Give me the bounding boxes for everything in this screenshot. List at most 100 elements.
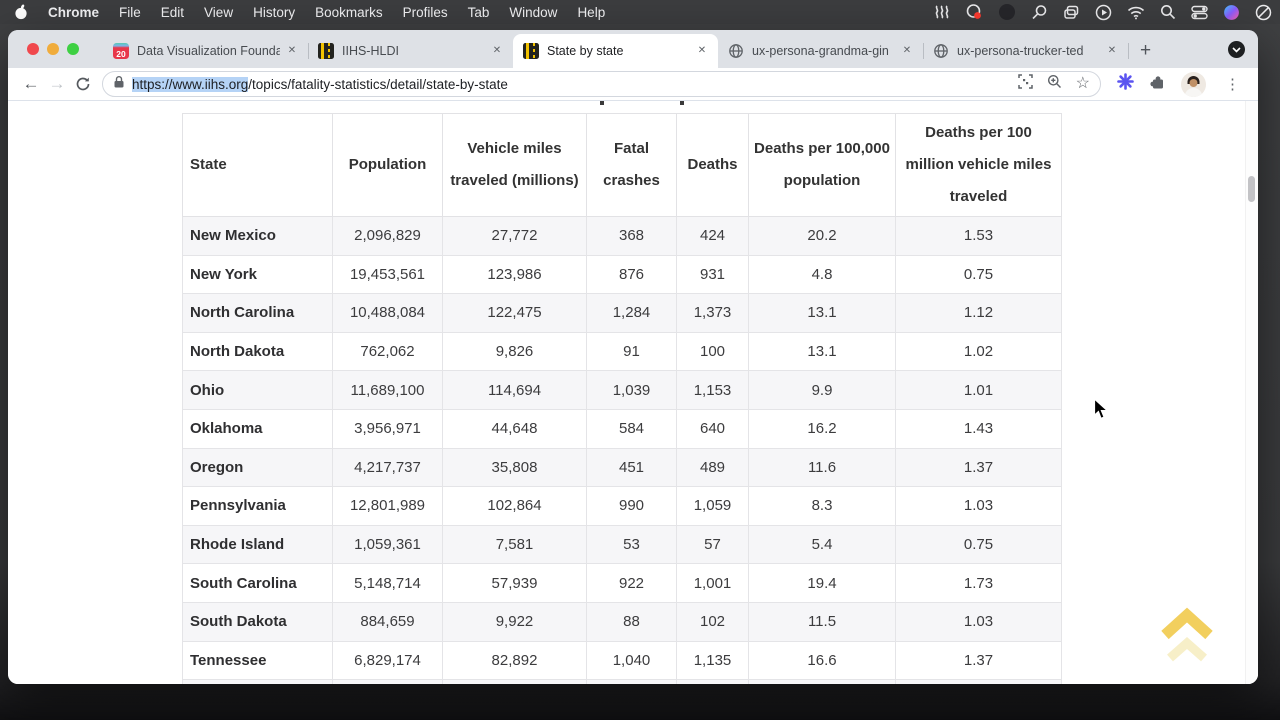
tab-iihs-hldi[interactable]: IIHS-HLDI ✕ <box>308 34 513 68</box>
zoom-in-icon[interactable] <box>1047 74 1062 94</box>
column-header: Population <box>332 113 443 217</box>
tab-ux-persona-grandma[interactable]: ux-persona-grandma-gin ✕ <box>718 34 923 68</box>
menu-bar-status-icons <box>934 0 1272 24</box>
browser-menu-icon[interactable]: ⋮ <box>1225 76 1240 93</box>
apple-menu-icon[interactable] <box>14 4 28 20</box>
column-header: Deaths <box>676 113 749 217</box>
tab-state-by-state[interactable]: State by state ✕ <box>513 34 718 68</box>
value-cell: 53 <box>586 524 677 565</box>
profile-avatar[interactable] <box>1181 71 1206 97</box>
value-cell: 762,062 <box>332 331 443 372</box>
dark-app-icon[interactable] <box>998 3 1016 21</box>
value-cell: 884,659 <box>332 601 443 642</box>
menu-edit[interactable]: Edit <box>160 4 185 20</box>
value-cell: 5,148,714 <box>332 563 443 603</box>
tab-close-icon[interactable]: ✕ <box>697 45 707 56</box>
new-tab-button[interactable]: + <box>1128 34 1163 68</box>
column-header: Deaths per 100 million vehicle miles tra… <box>895 113 1062 217</box>
value-cell: 114,694 <box>442 370 587 410</box>
tab-ux-persona-trucker[interactable]: ux-persona-trucker-ted ✕ <box>923 34 1128 68</box>
column-header: Deaths per 100,000 population <box>748 113 896 217</box>
state-cell: Oklahoma <box>182 408 333 449</box>
close-window-button[interactable] <box>27 43 39 55</box>
value-cell: 424 <box>676 216 749 256</box>
value-cell: 1,284 <box>586 293 677 333</box>
value-cell: 1.03 <box>895 601 1062 642</box>
road-favicon <box>318 43 334 59</box>
tab-close-icon[interactable]: ✕ <box>287 45 297 56</box>
table-row: Pennsylvania 12,801,989 102,864 990 1,059 8.3… <box>182 486 1062 526</box>
zoom-window-button[interactable] <box>67 43 79 55</box>
value-cell: 1.02 <box>895 331 1062 372</box>
table-row: Tennessee 6,829,174 82,892 1,040 1,135 16.6 1.… <box>182 640 1062 681</box>
menu-history[interactable]: History <box>253 4 296 20</box>
reload-button[interactable] <box>70 71 96 97</box>
value-cell: 11.6 <box>748 447 896 488</box>
value-cell: 6,829,174 <box>332 640 443 681</box>
scan-grid-icon[interactable] <box>1017 74 1033 94</box>
spotlight-search-icon[interactable] <box>1160 4 1176 20</box>
value-cell: 0.75 <box>895 524 1062 565</box>
value-cell <box>748 679 896 684</box>
menu-window[interactable]: Window <box>509 4 558 20</box>
notification-badge-icon[interactable] <box>965 3 983 21</box>
table-row: New York 19,453,561 123,986 876 931 4.8 0.75 <box>182 254 1062 295</box>
value-cell: 11.5 <box>748 601 896 642</box>
menu-chrome[interactable]: Chrome <box>48 4 100 20</box>
value-cell: 91 <box>586 331 677 372</box>
play-circle-icon[interactable] <box>1095 4 1112 21</box>
extensions-puzzle-icon[interactable] <box>1149 73 1166 95</box>
road-favicon <box>523 43 539 59</box>
table-row: Oregon 4,217,737 35,808 451 489 11.6 1.37 <box>182 447 1062 488</box>
page-scrollbar[interactable] <box>1245 101 1258 684</box>
window-stack-icon[interactable] <box>1063 4 1080 21</box>
value-cell <box>586 679 677 684</box>
wifi-icon[interactable] <box>1127 5 1145 20</box>
waves-icon[interactable] <box>934 4 950 20</box>
value-cell: 9.9 <box>748 370 896 410</box>
value-cell: 16.2 <box>748 408 896 449</box>
minimize-window-button[interactable] <box>47 43 59 55</box>
value-cell: 19,453,561 <box>332 254 443 295</box>
value-cell: 922 <box>586 563 677 603</box>
scrollbar-thumb[interactable] <box>1248 176 1255 202</box>
control-center-icon[interactable] <box>1191 5 1208 20</box>
tab-data-visualization[interactable]: 20 Data Visualization Founda ✕ <box>103 34 308 68</box>
value-cell: 20.2 <box>748 216 896 256</box>
table-header: State Population Vehicle miles traveled (m… <box>182 113 1062 217</box>
lock-icon[interactable] <box>113 75 125 94</box>
menu-bookmarks[interactable]: Bookmarks <box>315 4 383 20</box>
tab-close-icon[interactable]: ✕ <box>492 45 502 56</box>
back-button[interactable]: ← <box>22 74 40 93</box>
value-cell: 1.73 <box>895 563 1062 603</box>
calendar-20-favicon: 20 <box>113 43 129 59</box>
value-cell: 368 <box>586 216 677 256</box>
menu-help[interactable]: Help <box>577 4 606 20</box>
value-cell: 16.6 <box>748 640 896 681</box>
do-not-disturb-icon[interactable] <box>1255 4 1272 21</box>
value-cell: 1.37 <box>895 447 1062 488</box>
value-cell: 82,892 <box>442 640 587 681</box>
value-cell: 1.43 <box>895 408 1062 449</box>
state-cell: Oregon <box>182 447 333 488</box>
column-header: Fatal crashes <box>586 113 677 217</box>
scroll-to-top-button[interactable] <box>1156 603 1218 672</box>
purple-starburst-extension-icon[interactable] <box>1117 73 1134 95</box>
value-cell: 13.1 <box>748 293 896 333</box>
tab-search-button[interactable] <box>1228 41 1245 58</box>
menu-view[interactable]: View <box>204 4 234 20</box>
table-row: Rhode Island 1,059,361 7,581 53 57 5.4 0.75 <box>182 524 1062 565</box>
forward-button[interactable]: → <box>48 74 66 93</box>
tab-close-icon[interactable]: ✕ <box>902 45 912 56</box>
menu-profiles[interactable]: Profiles <box>402 4 448 20</box>
value-cell: 10,488,084 <box>332 293 443 333</box>
zoom-tool-icon[interactable] <box>1031 4 1048 21</box>
value-cell: 1,039 <box>586 370 677 410</box>
bookmark-star-icon[interactable]: ☆ <box>1075 75 1090 92</box>
menu-tab[interactable]: Tab <box>467 4 490 20</box>
tab-close-icon[interactable]: ✕ <box>1107 45 1117 56</box>
menu-file[interactable]: File <box>119 4 141 20</box>
address-bar[interactable]: https://www.iihs.org/topics/fatality-sta… <box>102 71 1101 97</box>
value-cell: 1,135 <box>676 640 749 681</box>
color-app-icon[interactable] <box>1223 4 1240 21</box>
